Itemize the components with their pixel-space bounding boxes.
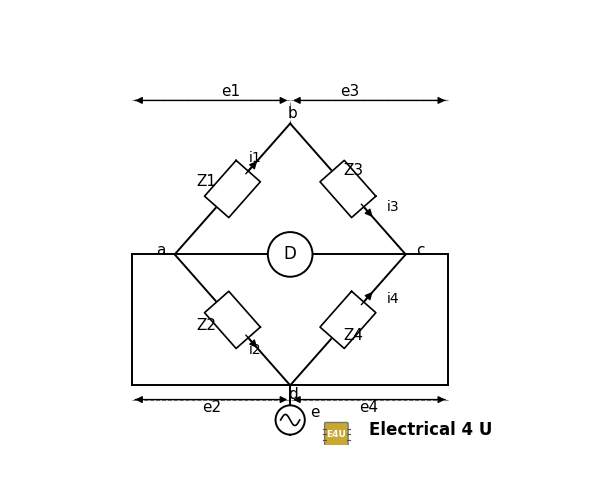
Text: e1: e1 — [221, 84, 240, 99]
Text: e3: e3 — [340, 84, 359, 99]
Text: Z1: Z1 — [197, 174, 217, 189]
Text: e: e — [310, 405, 320, 420]
Text: D: D — [284, 246, 296, 264]
Text: Z3: Z3 — [344, 164, 364, 178]
Polygon shape — [320, 292, 376, 348]
Text: e4: e4 — [359, 400, 379, 415]
Text: Z4: Z4 — [344, 328, 364, 343]
Polygon shape — [205, 292, 260, 348]
Text: c: c — [416, 243, 424, 258]
FancyBboxPatch shape — [325, 422, 348, 446]
Text: e2: e2 — [202, 400, 221, 415]
Text: a: a — [156, 243, 165, 258]
Text: i4: i4 — [386, 292, 399, 306]
Text: i3: i3 — [386, 200, 399, 214]
Text: d: d — [288, 388, 298, 402]
Text: i2: i2 — [249, 342, 262, 356]
Polygon shape — [320, 160, 376, 218]
Text: b: b — [288, 106, 298, 120]
Text: Z2: Z2 — [197, 318, 217, 333]
Text: i1: i1 — [249, 151, 262, 165]
Text: Electrical 4 U: Electrical 4 U — [369, 422, 493, 440]
Circle shape — [275, 406, 305, 434]
Circle shape — [268, 232, 313, 277]
Text: E4U: E4U — [326, 430, 346, 438]
Polygon shape — [205, 160, 260, 218]
